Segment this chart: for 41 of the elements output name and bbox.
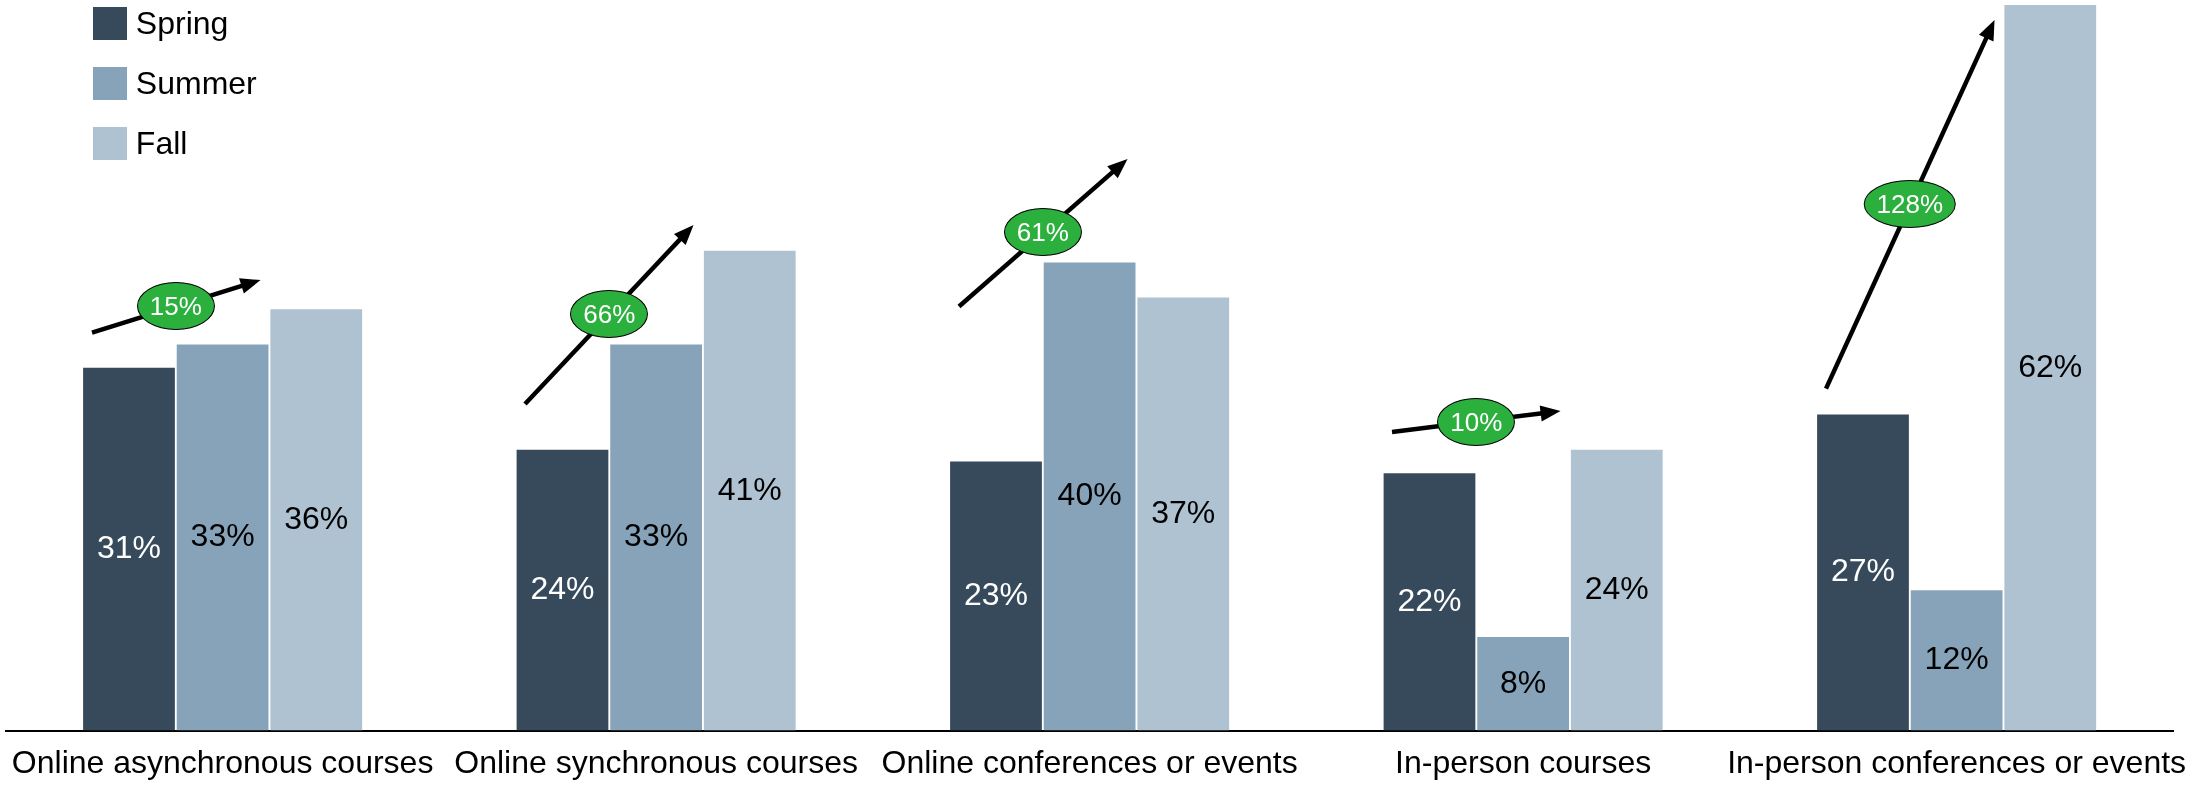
data-label: 24% [1584, 569, 1649, 606]
data-label: 62% [2018, 347, 2083, 384]
legend-label: Spring [135, 5, 229, 41]
bar [176, 344, 269, 731]
data-label: 31% [96, 529, 162, 566]
annotation: 66% [570, 290, 649, 339]
data-label: 27% [1830, 552, 1896, 589]
data-label: 36% [284, 499, 349, 536]
legend-label: Summer [135, 65, 257, 101]
data-label: 33% [624, 517, 689, 554]
bar [1477, 636, 1570, 731]
bar [83, 367, 175, 731]
legend-label: Fall [135, 125, 188, 161]
annotation: 128% [1863, 179, 1957, 228]
annotation: 15% [136, 282, 215, 331]
x-tick-label: In-person conferences or events [1727, 743, 2187, 780]
bar [270, 309, 363, 731]
data-label: 24% [530, 569, 595, 606]
annotation: 10% [1437, 397, 1516, 446]
annotation: 61% [1003, 208, 1082, 257]
bar [2004, 5, 2097, 731]
data-label: 40% [1057, 476, 1122, 513]
x-tick-label: Online asynchronous courses [11, 743, 434, 780]
bar [1817, 414, 1909, 731]
bar [950, 461, 1042, 731]
data-label: 33% [190, 517, 255, 554]
x-tick-label: Online synchronous courses [454, 743, 858, 780]
data-label: 12% [1924, 640, 1989, 677]
bar [516, 449, 609, 731]
data-label: 37% [1151, 493, 1216, 530]
bar [703, 250, 796, 731]
bar [1570, 449, 1663, 731]
x-tick-label: Online conferences or events [881, 743, 1298, 780]
x-tick-label: In-person courses [1395, 743, 1652, 780]
data-label: 8% [1500, 663, 1547, 700]
bar [1383, 473, 1476, 731]
bar [1910, 590, 2003, 731]
data-label: 41% [717, 470, 782, 507]
bar [1137, 297, 1230, 731]
data-label: 22% [1397, 581, 1462, 618]
data-label: 23% [963, 575, 1029, 612]
